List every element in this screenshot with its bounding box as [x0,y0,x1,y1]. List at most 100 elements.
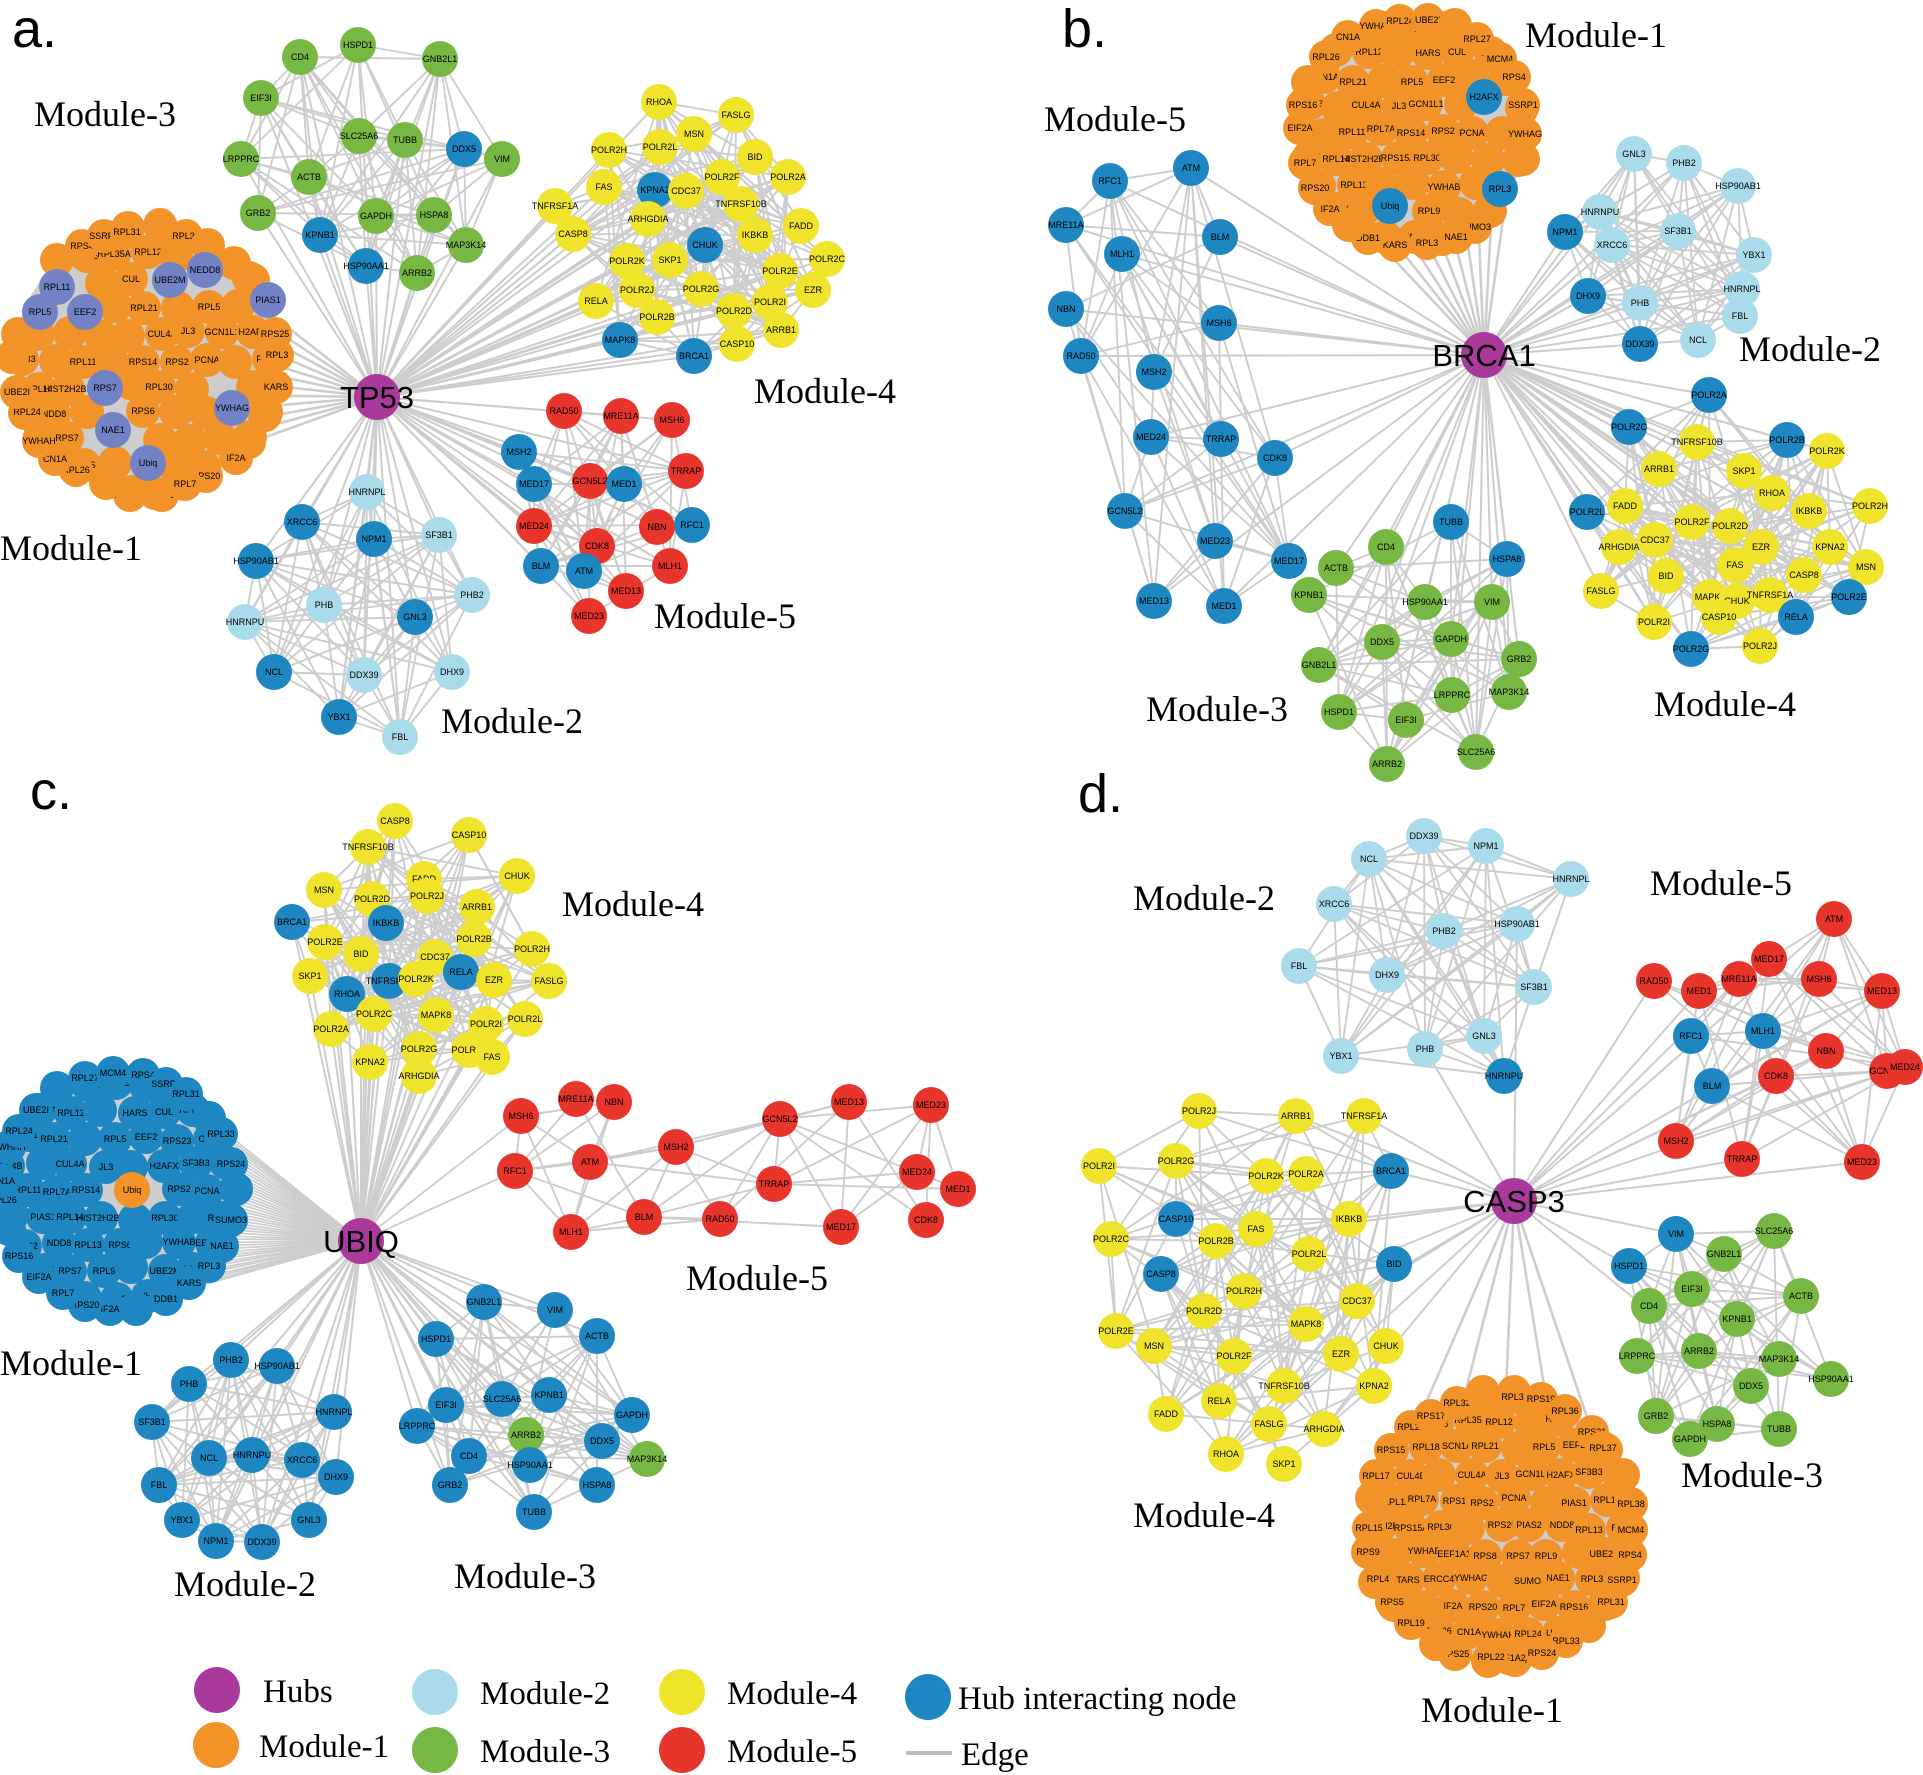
svg-text:NBN: NBN [1816,1046,1835,1056]
svg-text:CDC37: CDC37 [420,952,450,962]
svg-text:RPS14: RPS14 [1397,128,1426,138]
svg-text:RPS15A: RPS15A [1381,153,1416,163]
svg-text:HSPD1: HSPD1 [421,1334,451,1344]
svg-text:POLR2L: POLR2L [1292,1249,1327,1259]
svg-text:RPL9: RPL9 [1418,206,1441,216]
svg-text:CDK8: CDK8 [1263,453,1287,463]
svg-text:GCN1L1: GCN1L1 [1408,99,1443,109]
svg-text:RPS24: RPS24 [1528,1648,1557,1658]
svg-text:ATM: ATM [1825,914,1843,924]
svg-text:DDX39: DDX39 [1625,339,1654,349]
svg-text:DDX5: DDX5 [1739,1381,1763,1391]
svg-text:RPS20: RPS20 [1301,183,1330,193]
svg-text:MED1: MED1 [945,1184,970,1194]
svg-text:MED13: MED13 [834,1097,864,1107]
svg-text:RPL18: RPL18 [1412,1442,1440,1452]
svg-text:MED23: MED23 [574,611,604,621]
svg-text:CHUK: CHUK [504,871,530,881]
svg-text:RPL7: RPL7 [174,479,197,489]
svg-text:Hub interacting node: Hub interacting node [958,1681,1237,1717]
svg-text:Hubs: Hubs [263,1674,333,1710]
svg-text:RHOA: RHOA [334,989,360,999]
svg-text:UBIQ: UBIQ [323,1224,399,1259]
svg-text:MED1: MED1 [1686,986,1711,996]
svg-text:POLR2A: POLR2A [770,172,806,182]
svg-text:POLR2K: POLR2K [609,256,645,266]
svg-text:TNFRSF10B: TNFRSF10B [342,842,394,852]
svg-text:b.: b. [1062,0,1107,59]
svg-text:RHOA: RHOA [1759,488,1785,498]
svg-text:BRCA1: BRCA1 [277,917,307,927]
svg-text:MED1: MED1 [611,479,636,489]
svg-text:JL3: JL3 [1392,101,1407,111]
svg-text:ARRB2: ARRB2 [1372,759,1402,769]
svg-text:MAP3K14: MAP3K14 [446,240,487,250]
svg-text:POLR2J: POLR2J [1743,641,1777,651]
svg-text:HNRNPL: HNRNPL [315,1407,352,1417]
svg-text:IF2A: IF2A [100,1304,119,1314]
svg-text:Module-1: Module-1 [1525,15,1667,55]
svg-text:POLR2C: POLR2C [1611,422,1648,432]
svg-text:RPL31: RPL31 [113,227,141,237]
svg-text:RPS4: RPS4 [131,1070,155,1080]
svg-text:MLH1: MLH1 [559,1227,583,1237]
svg-text:MLH1: MLH1 [1751,1026,1775,1036]
svg-text:HIST2H2BE: HIST2H2BE [43,384,92,394]
svg-text:KPNB1: KPNB1 [534,1390,564,1400]
svg-text:RPL28: RPL28 [1397,1422,1425,1432]
svg-text:Module-1: Module-1 [0,528,142,568]
svg-text:RPL12: RPL12 [1485,1417,1513,1427]
svg-text:Module-2: Module-2 [174,1564,316,1604]
svg-text:MED23: MED23 [916,1100,946,1110]
svg-text:POLR2B: POLR2B [1198,1236,1234,1246]
svg-text:ARRB1: ARRB1 [1281,1111,1311,1121]
svg-text:GAPDH: GAPDH [1674,1434,1706,1444]
svg-text:EIF3I: EIF3I [1395,715,1417,725]
svg-text:ARHGDIA: ARHGDIA [398,1071,439,1081]
svg-text:GNL3: GNL3 [403,612,427,622]
svg-text:POLR2K: POLR2K [1809,446,1845,456]
svg-text:LRPPRC: LRPPRC [1434,690,1471,700]
svg-text:NBN: NBN [1056,304,1075,314]
svg-text:GCN5L2: GCN5L2 [762,1114,797,1124]
svg-text:RPL27: RPL27 [71,1073,99,1083]
svg-text:CHUK: CHUK [1373,1341,1399,1351]
svg-text:RHOA: RHOA [1213,1449,1239,1459]
svg-text:CASP10: CASP10 [452,830,487,840]
svg-text:MED1: MED1 [1211,601,1236,611]
svg-text:RPL22: RPL22 [1477,1652,1505,1662]
svg-text:CASP3: CASP3 [1463,1184,1565,1219]
svg-text:SSRP1: SSRP1 [151,1079,181,1089]
svg-text:Edge: Edge [961,1737,1029,1773]
svg-text:POLR2J: POLR2J [410,891,444,901]
svg-text:TNFRSF10B: TNFRSF10B [1258,1381,1310,1391]
svg-text:RPS4: RPS4 [70,241,94,251]
svg-text:HSP90AB1: HSP90AB1 [233,556,279,566]
svg-text:CD4: CD4 [291,52,309,62]
svg-text:H2AFX: H2AFX [1546,1470,1575,1480]
svg-text:MAP3K14: MAP3K14 [1759,1354,1800,1364]
svg-text:POLR2B: POLR2B [1769,435,1805,445]
svg-text:CN1A: CN1A [43,454,67,464]
svg-text:RPL30: RPL30 [151,1213,179,1223]
svg-text:POLR2C: POLR2C [356,1009,393,1019]
svg-text:RPS14: RPS14 [129,357,158,367]
svg-text:H2AFX: H2AFX [238,327,267,337]
svg-text:DDX5: DDX5 [590,1436,614,1446]
svg-text:RPL3: RPL3 [198,1261,221,1271]
svg-text:HSPD1: HSPD1 [1324,707,1354,717]
svg-text:IKBKB: IKBKB [1796,506,1823,516]
svg-text:RPL24: RPL24 [1386,16,1414,26]
svg-text:IKBKB: IKBKB [1336,1214,1363,1224]
svg-text:PHB: PHB [315,600,334,610]
svg-text:CASP8: CASP8 [380,816,410,826]
svg-text:GCN1L1: GCN1L1 [204,327,239,337]
svg-text:ATM: ATM [1182,163,1200,173]
svg-text:FBL: FBL [1291,961,1308,971]
svg-text:POLR2A: POLR2A [313,1024,349,1034]
svg-text:HNRNPU: HNRNPU [233,1450,272,1460]
svg-text:HSPD1: HSPD1 [1614,1261,1644,1271]
svg-text:MSH6: MSH6 [1806,974,1831,984]
svg-text:MED17: MED17 [1274,556,1304,566]
svg-text:RPL32: RPL32 [1443,1398,1471,1408]
